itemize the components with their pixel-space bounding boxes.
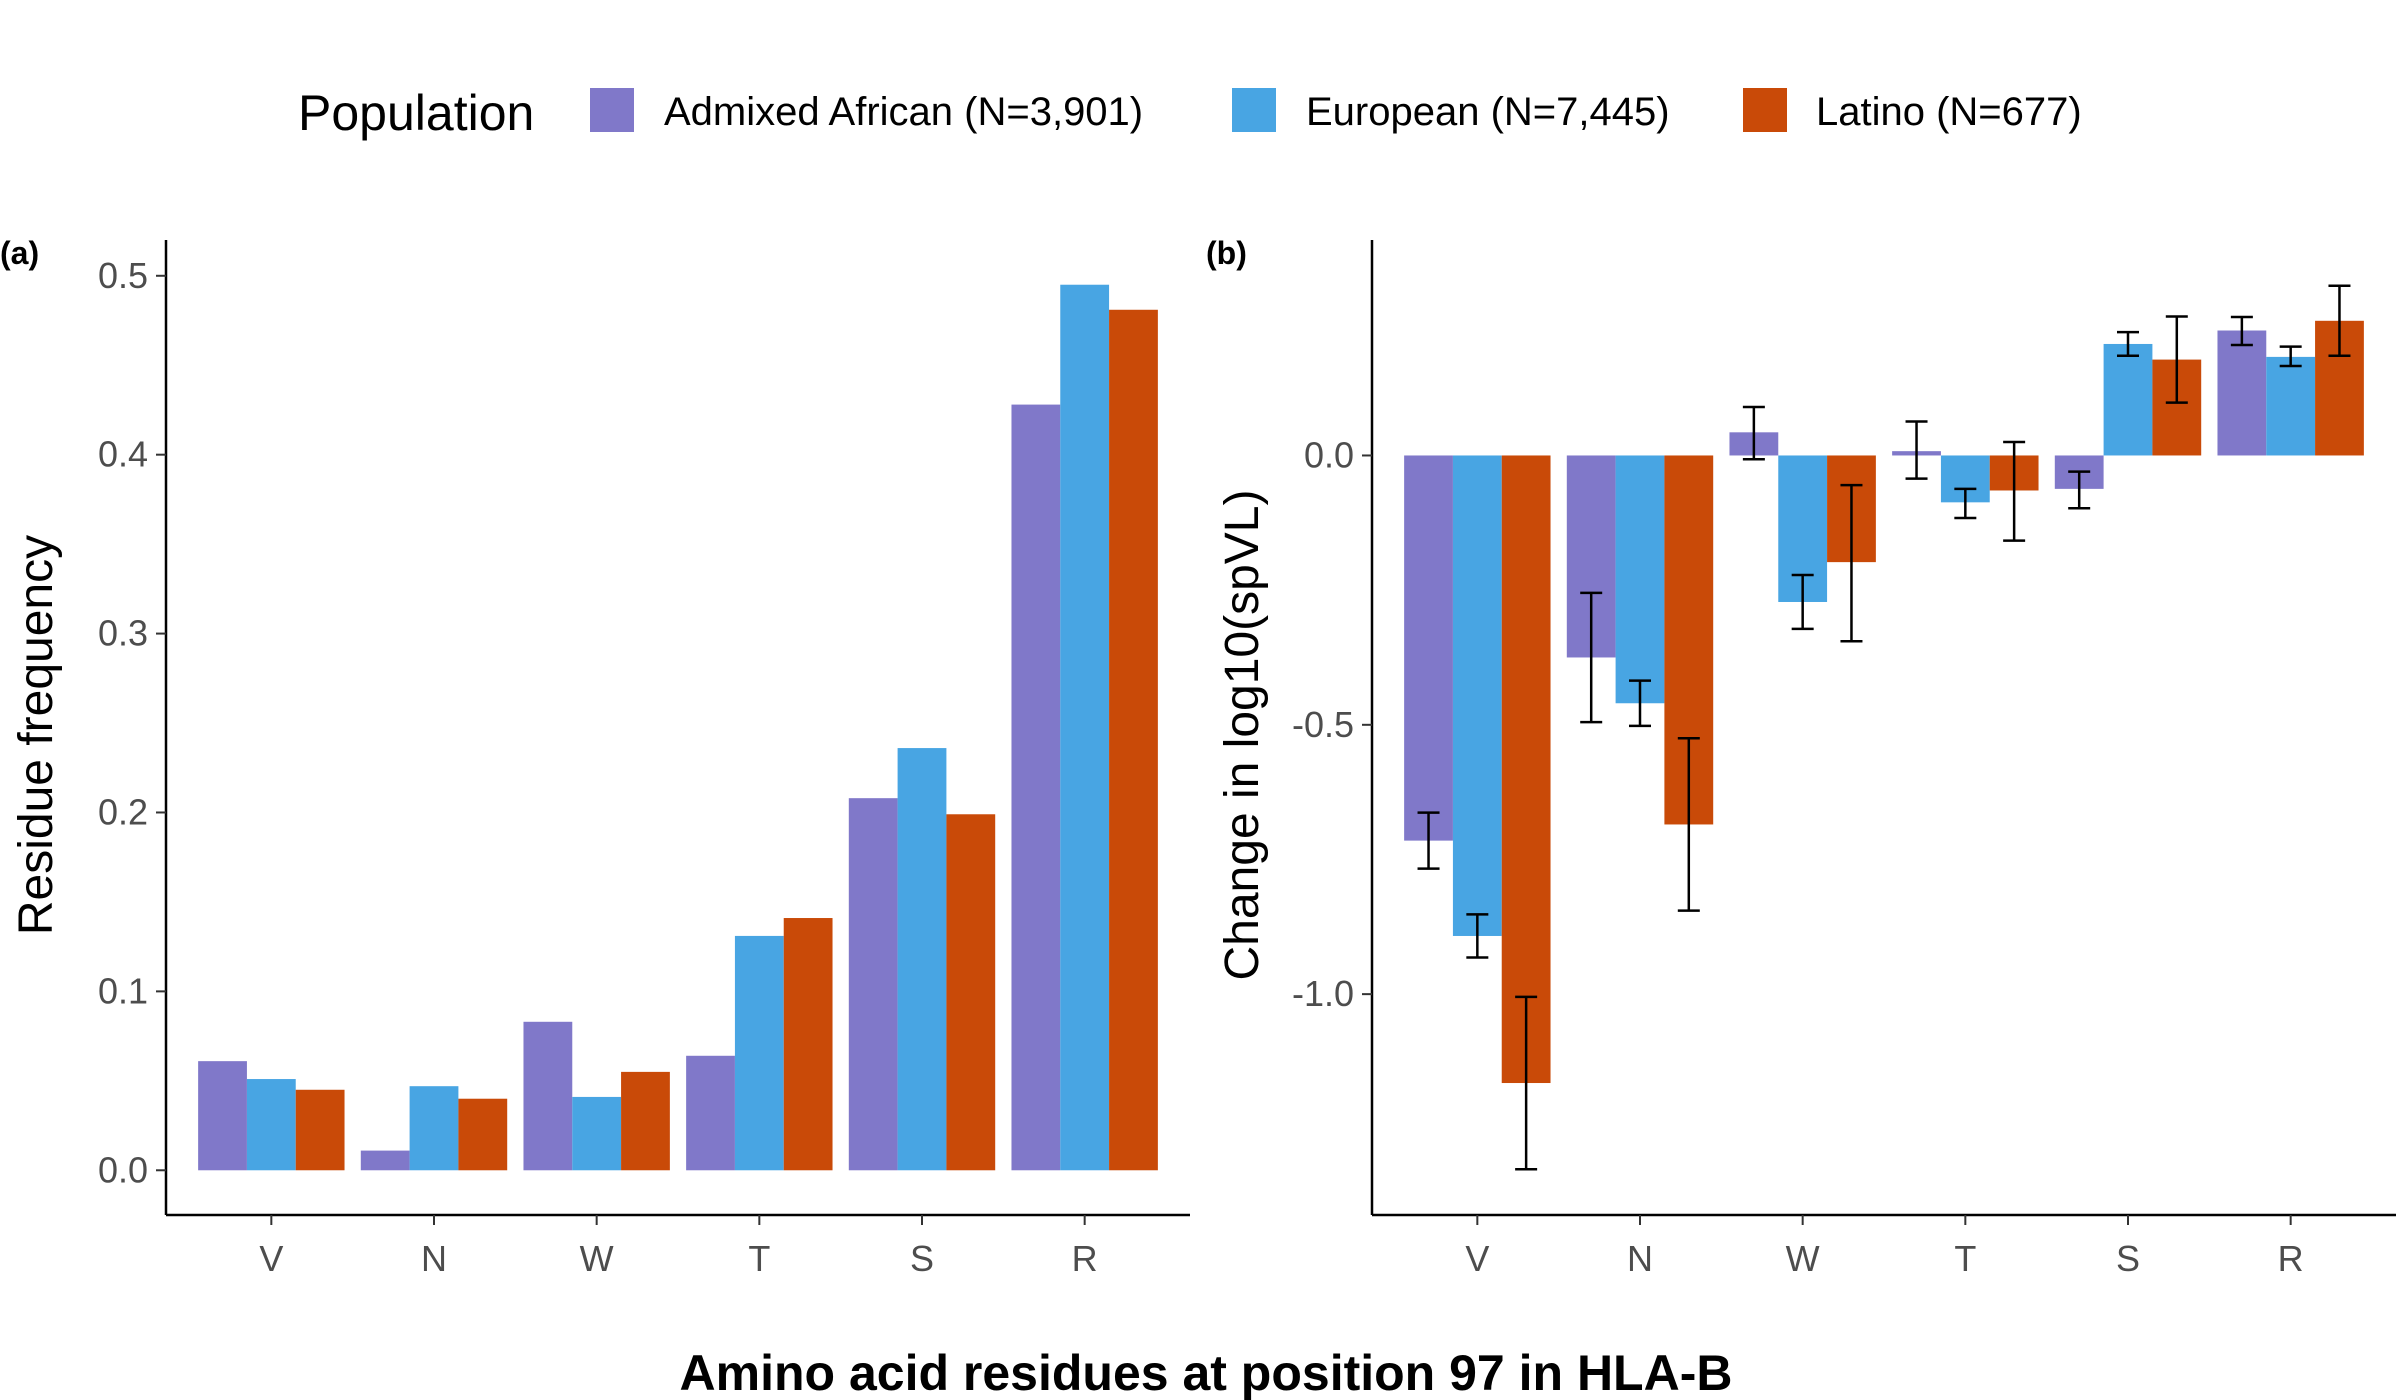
panel-a-y-tick-label: 0.0 <box>98 1149 148 1190</box>
panel-b-error-bar-r-series-3 <box>2328 284 2351 358</box>
panel-b-error-bar-v-series-1 <box>1417 811 1440 870</box>
panel-a-bar-n-series-1 <box>360 1150 410 1171</box>
panel-b-x-tick-label-n: N <box>1627 1238 1653 1279</box>
panel-a-x-tick-label-s: S <box>910 1238 934 1279</box>
shared-x-axis-title: Amino acid residues at position 97 in HL… <box>680 1345 1733 1400</box>
panel-b-error-bar-n-series-1 <box>1580 591 1603 724</box>
panel-b-bar-r-series-2 <box>2266 356 2316 456</box>
panel-b-error-bar-s-series-2 <box>2117 330 2139 358</box>
panel-b-x-tick-label-t: T <box>1954 1238 1976 1279</box>
panel-b-x-tick-label-s: S <box>2116 1238 2140 1279</box>
panel-a-bars <box>198 284 1158 1171</box>
panel-a-axes: 0.0 0.1 0.2 0.3 0.4 0.5 V N W T S R <box>98 240 1190 1279</box>
legend-label-latino: Latino (N=677) <box>1816 90 2082 134</box>
panel-a-bar-v-series-2 <box>246 1079 296 1171</box>
panel-a-bar-t-series-1 <box>686 1055 735 1171</box>
panel-a-y-tick-label: 0.3 <box>98 613 148 654</box>
panel-b-error-bar-s-series-3 <box>2165 315 2188 404</box>
panel-a-bar-t-series-2 <box>734 935 784 1171</box>
panel-a-bar-v-series-1 <box>198 1061 247 1171</box>
legend-swatch-european <box>1232 88 1276 132</box>
panel-b-y-tick-label: -0.5 <box>1292 704 1354 745</box>
panel-b-x-tick-label-w: W <box>1786 1238 1820 1279</box>
panel-b-bar-s-series-2 <box>2103 343 2153 456</box>
legend-label-admixed-african: Admixed African (N=3,901) <box>664 90 1143 134</box>
panel-a-tag: (a) <box>0 235 39 271</box>
legend-swatch-latino <box>1743 88 1787 132</box>
panel-b-error-bar-w-series-1 <box>1742 405 1765 461</box>
panel-a-x-tick-label-v: V <box>259 1238 283 1279</box>
panel-b-error-bars <box>1417 284 2351 1171</box>
panel-a-bar-n-series-2 <box>409 1086 459 1171</box>
panel-a-bar-s-series-2 <box>897 748 947 1171</box>
panel-b-error-bar-v-series-3 <box>1515 995 1538 1171</box>
panel-b-error-bar-v-series-2 <box>1466 913 1489 959</box>
panel-b-bar-v-series-3 <box>1501 455 1551 1084</box>
panel-b-error-bar-s-series-1 <box>2068 470 2091 510</box>
panel-b-error-bar-n-series-3 <box>1677 737 1700 912</box>
panel-b-error-bar-t-series-1 <box>1905 420 1928 480</box>
panel-b-y-axis-title: Change in log10(spVL) <box>1216 490 1269 981</box>
panel-b-error-bar-r-series-2 <box>2279 345 2302 368</box>
panel-b-error-bar-r-series-1 <box>2230 315 2253 347</box>
panel-a-y-axis-title: Residue frequency <box>10 535 63 935</box>
panel-a-x-tick-label-t: T <box>748 1238 770 1279</box>
legend-swatch-admixed-african <box>590 88 634 132</box>
panel-a-bar-n-series-3 <box>458 1098 508 1171</box>
panel-b-x-tick-label-v: V <box>1465 1238 1489 1279</box>
panel-b-bar-n-series-2 <box>1615 455 1665 704</box>
panel-b-error-bar-t-series-2 <box>1954 487 1977 520</box>
panel-a-bar-v-series-3 <box>295 1089 345 1171</box>
legend: Population Admixed African (N=3,901) Eur… <box>298 85 2082 141</box>
panel-b-x-tick-label-r: R <box>2278 1238 2304 1279</box>
legend-title: Population <box>298 85 534 141</box>
panel-b-error-bar-t-series-3 <box>2003 440 2026 542</box>
panel-a-bar-r-series-1 <box>1011 404 1061 1171</box>
panel-b-bars <box>1404 320 2364 1084</box>
panel-b-y-tick-label: 0.0 <box>1304 434 1354 475</box>
panel-a-bar-s-series-3 <box>946 814 996 1171</box>
panel-a-bar-s-series-1 <box>848 798 898 1171</box>
panel-b-spvl-change: (b) 0.0 -0.5 -1.0 V N W T S R Change in log10(sp… <box>1206 235 2396 1279</box>
panel-a-x-tick-label-r: R <box>1072 1238 1098 1279</box>
panel-a-bar-w-series-1 <box>523 1021 573 1171</box>
panel-b-error-bar-w-series-2 <box>1791 573 1814 631</box>
panel-b-bar-r-series-1 <box>2217 330 2267 456</box>
panel-a-bar-r-series-3 <box>1109 309 1158 1171</box>
panel-a-y-tick-label: 0.5 <box>98 255 148 296</box>
panel-a-y-tick-label: 0.1 <box>98 970 148 1011</box>
panel-a-residue-frequency: (a) 0.0 0.1 0.2 0.3 0.4 0.5 V N W T S R Residue fre… <box>0 235 1190 1279</box>
panel-a-x-tick-label-w: W <box>580 1238 614 1279</box>
panel-a-x-tick-label-n: N <box>421 1238 447 1279</box>
panel-b-error-bar-w-series-3 <box>1840 483 1863 643</box>
panel-b-y-tick-label: -1.0 <box>1292 973 1354 1014</box>
panel-a-bar-r-series-2 <box>1060 284 1110 1171</box>
panel-a-y-tick-label: 0.4 <box>98 434 148 475</box>
panel-a-bar-w-series-3 <box>621 1071 670 1171</box>
panel-b-bar-v-series-2 <box>1452 455 1502 936</box>
panel-b-tag: (b) <box>1206 235 1247 271</box>
panel-b-bar-v-series-1 <box>1404 455 1453 841</box>
panel-a-bar-w-series-2 <box>572 1096 622 1171</box>
legend-label-european: European (N=7,445) <box>1306 90 1670 134</box>
panel-a-bar-t-series-3 <box>783 918 833 1171</box>
panel-a-y-tick-label: 0.2 <box>98 791 148 832</box>
panel-b-axes: 0.0 -0.5 -1.0 V N W T S R <box>1292 240 2396 1279</box>
panel-b-error-bar-n-series-2 <box>1629 679 1651 728</box>
